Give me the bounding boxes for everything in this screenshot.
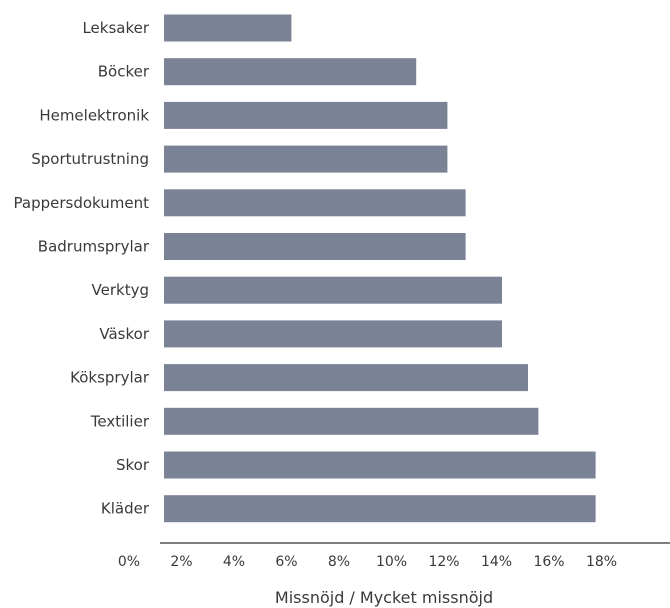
x-tick-label: 10%	[376, 554, 407, 570]
category-label: Badrumsprylar	[38, 238, 150, 256]
x-axis-title: Missnöjd / Mycket missnöjd	[275, 588, 493, 607]
category-label: Kläder	[101, 500, 150, 518]
bar-0	[164, 14, 292, 42]
category-label: Köksprylar	[70, 369, 150, 387]
x-tick-labels: 0% 2% 4% 6% 8% 10% 12% 14% 16% 18%	[118, 554, 617, 570]
bar-10	[164, 451, 596, 479]
category-label: Leksaker	[82, 19, 149, 37]
bar-6	[164, 276, 502, 304]
category-label: Skor	[116, 456, 150, 474]
category-label: Textilier	[90, 412, 150, 430]
bar-1	[164, 58, 417, 86]
bar-2	[164, 101, 448, 129]
x-tick-label: 16%	[533, 554, 564, 570]
bar-8	[164, 364, 528, 392]
category-label: Hemelektronik	[39, 106, 149, 124]
bar-11	[164, 495, 596, 523]
bar-9	[164, 407, 539, 435]
x-tick-label: 4%	[223, 554, 245, 570]
x-tick-label: 18%	[586, 554, 617, 570]
bar-7	[164, 320, 502, 348]
x-tick-label: 6%	[275, 554, 297, 570]
bar-3	[164, 145, 448, 173]
bar-5	[164, 233, 466, 260]
bar-4	[164, 189, 466, 217]
category-label: Väskor	[99, 325, 149, 343]
x-tick-label: 14%	[481, 554, 512, 570]
category-label: Verktyg	[92, 281, 149, 299]
x-tick-label: 8%	[328, 554, 350, 570]
category-label: Böcker	[98, 63, 150, 81]
category-labels: Leksaker Böcker Hemelektronik Sportutrustni…	[14, 19, 150, 518]
x-tick-label: 12%	[428, 554, 459, 570]
bars-group	[164, 14, 596, 523]
x-tick-label: 2%	[170, 554, 192, 570]
category-label: Sportutrustning	[31, 150, 149, 168]
category-label: Pappersdokument	[14, 194, 150, 212]
x-tick-label: 0%	[118, 554, 140, 570]
